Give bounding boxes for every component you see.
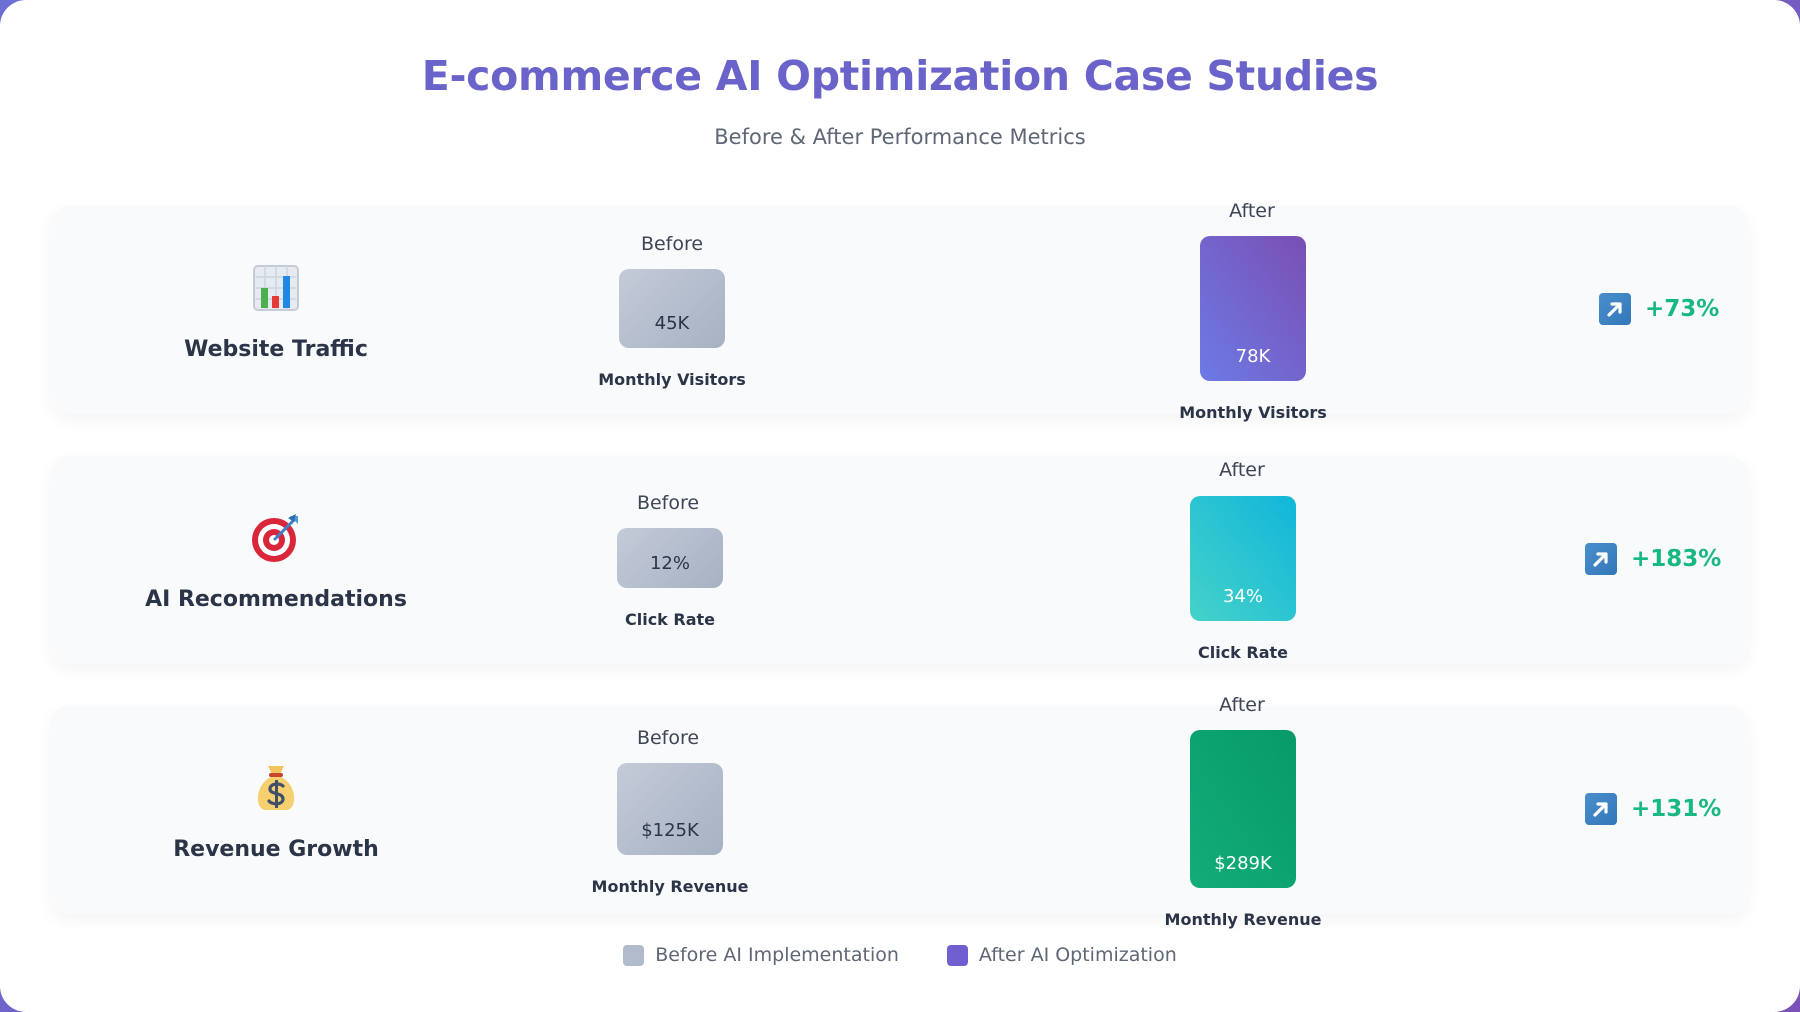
change-indicator: +73% [1599, 292, 1719, 326]
change-percent: +131% [1631, 796, 1722, 822]
legend-label-before: Before AI Implementation [655, 944, 899, 966]
row-label: Revenue Growth [173, 837, 379, 862]
before-value: $125K [641, 820, 699, 841]
after-value: 34% [1222, 586, 1263, 607]
after-caption: Monthly Revenue [1164, 910, 1322, 929]
change-indicator: +131% [1585, 792, 1721, 826]
legend-swatch-after [946, 944, 968, 966]
before-caption: Monthly Revenue [591, 877, 749, 896]
change-indicator: +183% [1585, 542, 1721, 576]
before-label: Before [636, 492, 700, 514]
metric-row-revenue-growth: Revenue Growth Before $125K Monthly Reve… [51, 694, 1748, 929]
legend-swatch-before [623, 944, 645, 966]
before-label: Before [636, 727, 700, 749]
trend-up-arrow-icon [1585, 793, 1617, 825]
legend-item-before: Before AI Implementation [623, 944, 899, 966]
row-label: Website Traffic [184, 337, 368, 362]
target-icon [246, 508, 306, 568]
legend-item-after: After AI Optimization [946, 944, 1177, 966]
row-label: AI Recommendations [145, 587, 407, 612]
before-caption: Click Rate [624, 610, 716, 629]
bar-chart-icon [246, 258, 306, 318]
trend-up-arrow-icon [1599, 293, 1631, 325]
after-caption: Monthly Visitors [1179, 403, 1327, 422]
money-bag-icon [246, 758, 306, 818]
change-percent: +183% [1631, 546, 1722, 572]
after-value: $289K [1214, 853, 1272, 874]
after-bar: $289K [1190, 730, 1296, 888]
chart-legend: Before AI Implementation After AI Optimi… [0, 944, 1800, 966]
legend-label-after: After AI Optimization [978, 944, 1177, 966]
page-title: E-commerce AI Optimization Case Studies [421, 52, 1379, 100]
change-percent: +73% [1645, 296, 1720, 322]
before-bar: 12% [617, 528, 723, 588]
metric-row-website-traffic: Website Traffic Before 45K Monthly Visit… [51, 200, 1748, 422]
after-label: After [1219, 459, 1265, 481]
after-value: 78K [1235, 346, 1271, 367]
before-label: Before [640, 233, 704, 255]
metric-row-ai-recommendations: AI Recommendations Before 12% Click Rate… [51, 456, 1748, 664]
before-bar: 45K [619, 269, 725, 348]
before-bar: $125K [617, 763, 723, 855]
page-subtitle: Before & After Performance Metrics [714, 125, 1086, 149]
before-value: 12% [649, 553, 690, 574]
before-value: 45K [654, 313, 690, 334]
after-bar: 78K [1200, 236, 1306, 381]
before-caption: Monthly Visitors [598, 370, 746, 389]
trend-up-arrow-icon [1585, 543, 1617, 575]
after-bar: 34% [1190, 496, 1296, 621]
after-label: After [1229, 200, 1275, 222]
after-label: After [1219, 694, 1265, 716]
after-caption: Click Rate [1197, 643, 1289, 662]
